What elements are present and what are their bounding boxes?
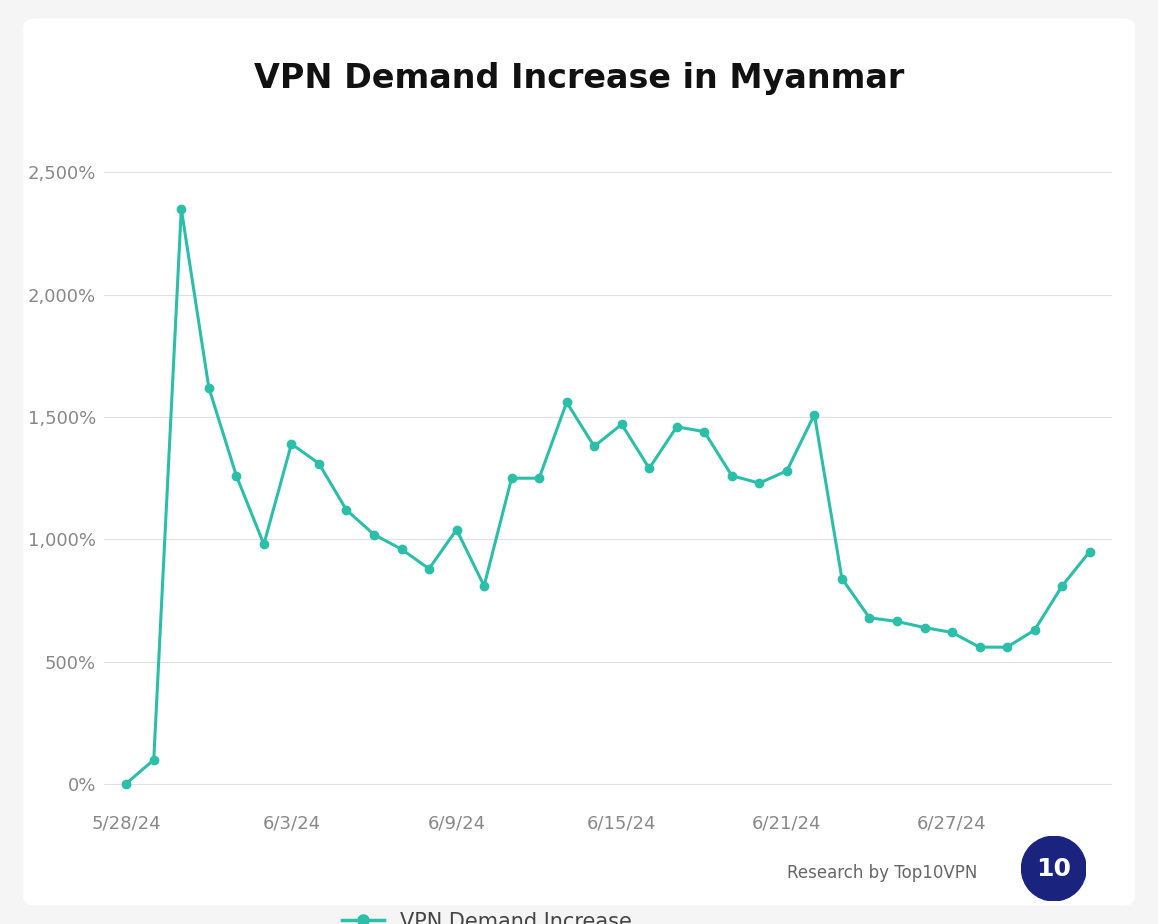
Circle shape — [1021, 836, 1086, 901]
Legend: VPN Demand Increase: VPN Demand Increase — [342, 911, 632, 924]
Text: 10: 10 — [1036, 857, 1071, 881]
Text: VPN Demand Increase in Myanmar: VPN Demand Increase in Myanmar — [254, 62, 904, 95]
Text: Research by Top10VPN: Research by Top10VPN — [787, 864, 977, 882]
